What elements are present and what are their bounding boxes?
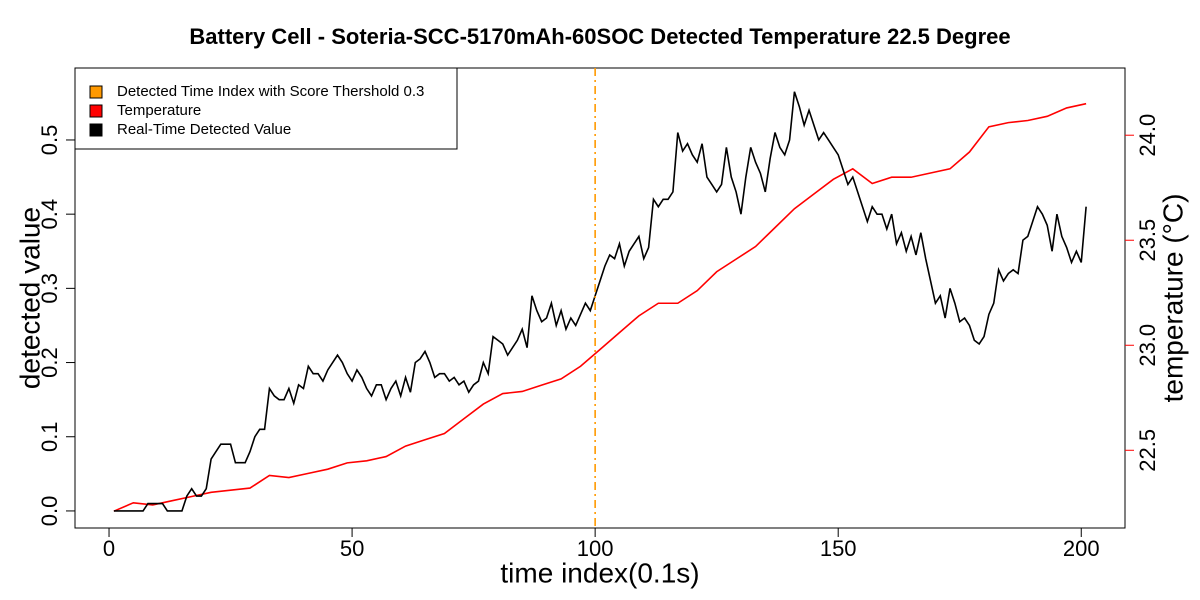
x-tick-label: 50 <box>340 536 364 561</box>
y-tick-label: 0.1 <box>37 421 62 452</box>
y2-tick-label: 22.5 <box>1135 429 1160 472</box>
legend-swatch <box>89 104 103 118</box>
y2-tick-label: 23.0 <box>1135 324 1160 367</box>
y-tick-label: 0.3 <box>37 273 62 304</box>
x-tick-label: 200 <box>1063 536 1100 561</box>
legend-label: Detected Time Index with Score Thershold… <box>117 83 424 100</box>
x-tick-label: 0 <box>103 536 115 561</box>
y-tick-label: 0.2 <box>37 347 62 378</box>
legend-swatch <box>89 123 103 137</box>
y2-tick-label: 24.0 <box>1135 114 1160 157</box>
x-tick-label: 150 <box>820 536 857 561</box>
y2-axis-label: temperature (°C) <box>1157 194 1188 403</box>
y-axis-label: detected value <box>14 207 45 389</box>
plot-frame <box>74 67 1126 529</box>
legend-box <box>74 67 458 150</box>
chart-title: Battery Cell - Soteria-SCC-5170mAh-60SOC… <box>189 24 1010 49</box>
y-tick-label: 0.0 <box>37 496 62 527</box>
legend-label: Real-Time Detected Value <box>117 121 291 138</box>
y-tick-label: 0.5 <box>37 125 62 156</box>
y-tick-label: 0.4 <box>37 199 62 230</box>
data-line <box>113 91 1087 512</box>
y2-tick-label: 23.5 <box>1135 219 1160 262</box>
x-tick-label: 100 <box>577 536 614 561</box>
x-axis-label: time index(0.1s) <box>500 557 699 588</box>
legend-label: Temperature <box>117 102 201 119</box>
data-line <box>113 102 1087 512</box>
legend-swatch <box>89 85 103 99</box>
